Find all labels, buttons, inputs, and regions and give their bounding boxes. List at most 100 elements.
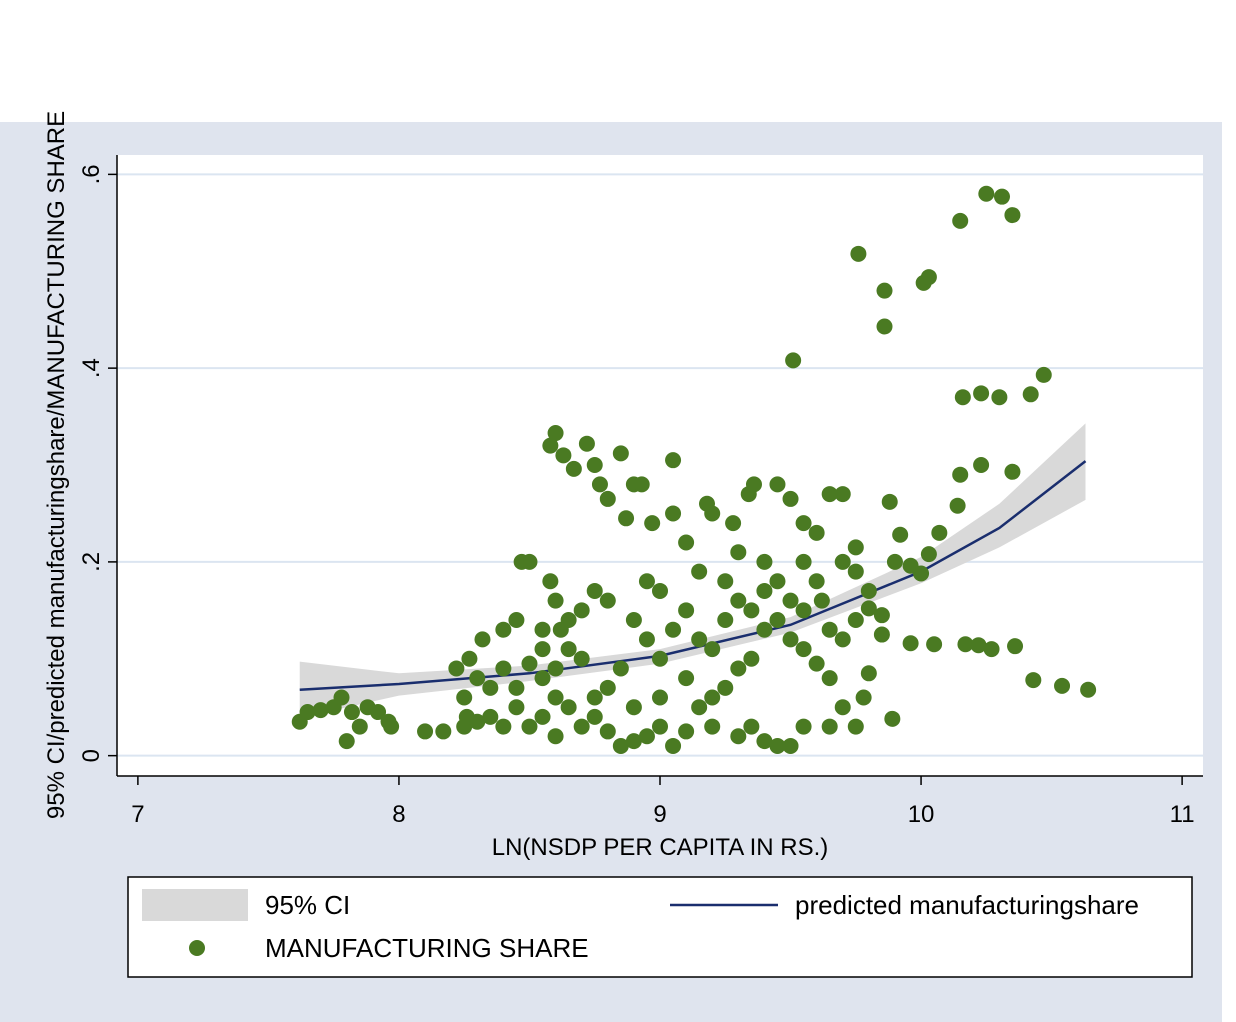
point <box>652 689 668 706</box>
point <box>625 733 642 750</box>
point <box>343 704 360 721</box>
grid <box>117 173 1203 757</box>
point <box>769 737 786 754</box>
point <box>573 718 590 735</box>
point <box>482 679 499 696</box>
point <box>312 702 329 719</box>
point <box>495 718 512 735</box>
point <box>599 679 616 696</box>
point <box>970 637 987 654</box>
point <box>920 269 937 286</box>
point <box>860 582 877 599</box>
point <box>1007 638 1024 655</box>
point <box>612 737 629 754</box>
y-axis-label: 95% CI/predicted manufacturingshare/MANU… <box>43 111 70 819</box>
point <box>495 621 512 638</box>
point <box>508 699 525 716</box>
point <box>638 631 655 648</box>
point <box>743 602 760 619</box>
point <box>847 718 864 735</box>
point <box>417 723 434 740</box>
point <box>952 212 969 229</box>
x-tick-label: 11 <box>1170 801 1195 828</box>
point <box>560 641 577 658</box>
point <box>652 582 668 599</box>
point <box>665 621 682 638</box>
point <box>612 445 629 462</box>
point <box>691 563 708 580</box>
point <box>795 515 812 532</box>
axes: 0 .2 .4 .6 7 8 9 10 11 <box>78 164 1195 828</box>
point <box>1080 681 1097 698</box>
point <box>769 476 786 493</box>
legend <box>127 876 1193 978</box>
point <box>931 524 948 541</box>
point <box>813 592 830 609</box>
point <box>795 602 812 619</box>
point <box>717 573 734 590</box>
point <box>565 460 582 477</box>
point <box>743 718 760 735</box>
point <box>782 490 799 507</box>
point <box>586 689 603 706</box>
point <box>678 602 695 619</box>
point <box>902 635 919 652</box>
point <box>730 728 747 745</box>
point <box>555 447 572 464</box>
point <box>847 563 864 580</box>
point <box>448 660 465 677</box>
point <box>1022 386 1039 403</box>
point <box>782 631 799 648</box>
point <box>299 704 316 721</box>
point <box>534 641 551 658</box>
point <box>949 497 966 514</box>
point <box>1004 207 1021 224</box>
point <box>599 723 616 740</box>
point <box>618 510 635 527</box>
point <box>881 493 898 510</box>
x-axis-label: LN(NSDP PER CAPITA IN RS.) <box>492 834 829 861</box>
point <box>542 573 559 590</box>
legend-swatch <box>189 940 205 956</box>
point <box>542 437 559 454</box>
point <box>978 185 995 202</box>
point <box>665 737 682 754</box>
legend-swatch <box>142 889 248 921</box>
point <box>808 573 825 590</box>
point <box>884 710 901 727</box>
point <box>591 476 608 493</box>
point <box>456 689 473 706</box>
point <box>704 689 721 706</box>
point <box>521 655 538 672</box>
point <box>920 546 937 563</box>
point <box>954 389 971 406</box>
point <box>834 631 851 648</box>
point <box>678 670 695 687</box>
legend-label: MANUFACTURING SHARE <box>265 933 589 963</box>
point <box>573 602 590 619</box>
point <box>717 612 734 629</box>
point <box>612 660 629 677</box>
point <box>873 626 890 643</box>
point <box>652 650 668 667</box>
point <box>508 612 525 629</box>
point <box>782 592 799 609</box>
plot-region <box>117 155 1203 776</box>
point <box>495 660 512 677</box>
point <box>730 544 747 561</box>
x-tick-label: 7 <box>131 801 144 828</box>
point <box>469 713 486 730</box>
point <box>725 515 742 532</box>
y-tick-label: 0 <box>78 749 105 762</box>
point <box>586 457 603 474</box>
point <box>957 636 974 653</box>
point <box>886 553 903 570</box>
point <box>638 728 655 745</box>
point <box>704 718 721 735</box>
point <box>952 466 969 483</box>
point <box>338 733 355 750</box>
point <box>855 689 872 706</box>
point <box>552 621 569 638</box>
point <box>847 612 864 629</box>
point <box>351 718 368 735</box>
